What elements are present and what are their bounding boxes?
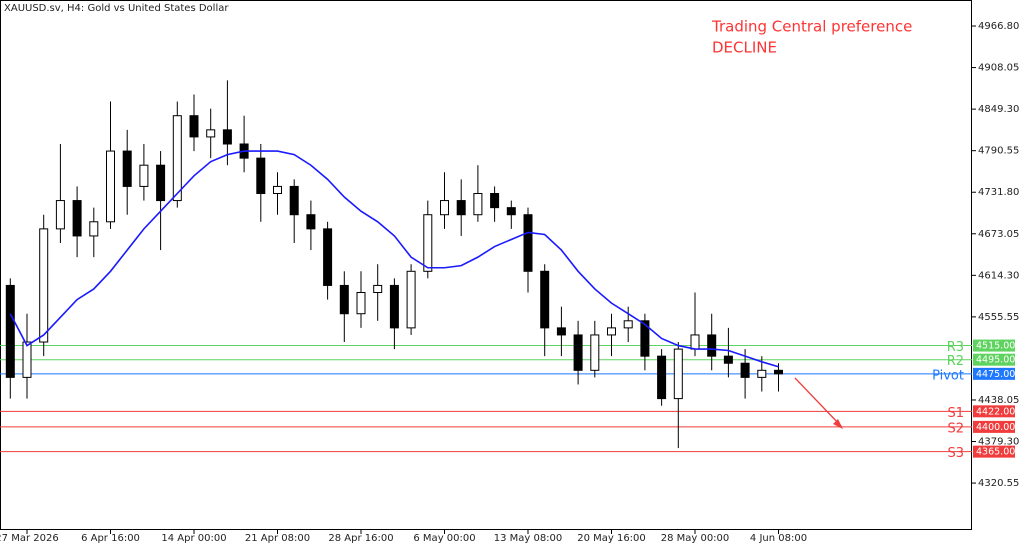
candle-body xyxy=(506,207,516,216)
candle-body xyxy=(623,320,633,329)
level-label: 4422.00 xyxy=(976,406,1015,417)
x-tick-label: 13 May 08:00 xyxy=(494,533,563,544)
candle-body xyxy=(289,185,299,216)
x-tick-label: 27 Mar 2026 xyxy=(0,533,59,544)
candle-body xyxy=(122,150,132,187)
candle-body xyxy=(22,341,32,378)
candle-body xyxy=(5,284,15,378)
level-name: R3 xyxy=(947,340,964,355)
candle-body xyxy=(273,185,282,194)
candle-body xyxy=(389,284,399,329)
y-tick-label: 4379.30 xyxy=(978,437,1019,448)
candle-body xyxy=(556,327,566,336)
candle-body xyxy=(55,200,65,230)
level-label: 4515.00 xyxy=(976,341,1015,352)
y-tick-label: 4438.05 xyxy=(978,395,1019,406)
annotation: Trading Central preference xyxy=(711,18,912,36)
candle-body xyxy=(590,334,600,371)
candle-body xyxy=(89,221,99,237)
candle-body xyxy=(657,355,667,400)
candle-body xyxy=(673,348,683,400)
candle-body xyxy=(373,284,383,294)
level-label: 4365.00 xyxy=(976,447,1015,458)
level-box xyxy=(973,420,1015,433)
candle-body xyxy=(339,284,349,315)
y-tick-label: 4614.30 xyxy=(978,270,1019,281)
candle-body xyxy=(757,369,767,378)
candle-body xyxy=(189,115,199,138)
candle-body xyxy=(72,200,82,237)
candle-body xyxy=(473,192,483,216)
candle-body xyxy=(456,200,466,216)
x-tick-label: 28 Apr 16:00 xyxy=(328,533,393,544)
arrow-head xyxy=(833,419,843,429)
candle-body xyxy=(707,334,717,357)
candle-body xyxy=(640,320,650,357)
candle-body xyxy=(356,292,366,315)
chart-title: XAUUSD.sv, H4: Gold vs United States Dol… xyxy=(4,3,229,14)
candle-body xyxy=(490,192,500,209)
candle-body xyxy=(740,362,750,378)
candle-body xyxy=(523,214,533,272)
x-tick-label: 14 Apr 00:00 xyxy=(161,533,226,544)
candle-body xyxy=(39,228,49,343)
x-tick-label: 28 May 00:00 xyxy=(661,533,730,544)
level-box xyxy=(973,353,1015,366)
candle-body xyxy=(774,369,783,375)
y-tick-label: 4673.05 xyxy=(978,229,1019,240)
y-tick-label: 4731.80 xyxy=(978,187,1019,198)
candle-body xyxy=(540,270,550,329)
candle-body xyxy=(406,270,416,329)
candle-body xyxy=(323,228,333,286)
level-name: Pivot xyxy=(932,368,964,383)
level-box xyxy=(973,405,1015,418)
annotation: DECLINE xyxy=(712,39,777,57)
candle-body xyxy=(723,355,733,364)
moving-average xyxy=(9,150,779,368)
candle-body xyxy=(172,115,182,202)
y-tick-label: 4966.80 xyxy=(978,21,1019,32)
y-tick-label: 4555.55 xyxy=(978,312,1019,323)
level-label: 4475.00 xyxy=(976,369,1015,380)
candle-body xyxy=(222,129,232,145)
level-name: S1 xyxy=(947,406,964,421)
level-label: 4495.00 xyxy=(976,355,1015,366)
candle-body xyxy=(573,334,583,371)
candle-body xyxy=(306,214,316,230)
candle-body xyxy=(106,150,115,223)
plot-frame xyxy=(0,0,972,530)
y-tick-label: 4790.55 xyxy=(978,146,1019,157)
y-tick-label: 4849.30 xyxy=(978,104,1019,115)
candle-body xyxy=(139,164,149,187)
y-tick-label: 4908.05 xyxy=(978,63,1019,74)
level-label: 4400.00 xyxy=(976,422,1015,433)
arrow xyxy=(794,377,842,427)
candle-body xyxy=(607,327,616,336)
x-tick-label: 4 Jun 08:00 xyxy=(750,533,807,544)
x-tick-label: 6 Apr 16:00 xyxy=(81,533,140,544)
level-name: S2 xyxy=(947,421,964,436)
candle-body xyxy=(156,164,166,202)
x-tick-label: 6 May 00:00 xyxy=(413,533,475,544)
x-tick-label: 20 May 16:00 xyxy=(577,533,646,544)
level-name: R2 xyxy=(947,354,964,369)
level-box xyxy=(973,367,1015,380)
x-tick-label: 21 Apr 08:00 xyxy=(245,533,310,544)
candle-body xyxy=(256,157,266,194)
candle-body xyxy=(206,129,216,138)
level-box xyxy=(973,445,1015,458)
candle-body xyxy=(690,334,700,350)
level-name: S3 xyxy=(947,446,964,461)
level-box xyxy=(973,339,1015,352)
y-tick-label: 4320.55 xyxy=(978,478,1019,489)
candle-body xyxy=(423,214,433,272)
candle-body xyxy=(440,200,449,216)
